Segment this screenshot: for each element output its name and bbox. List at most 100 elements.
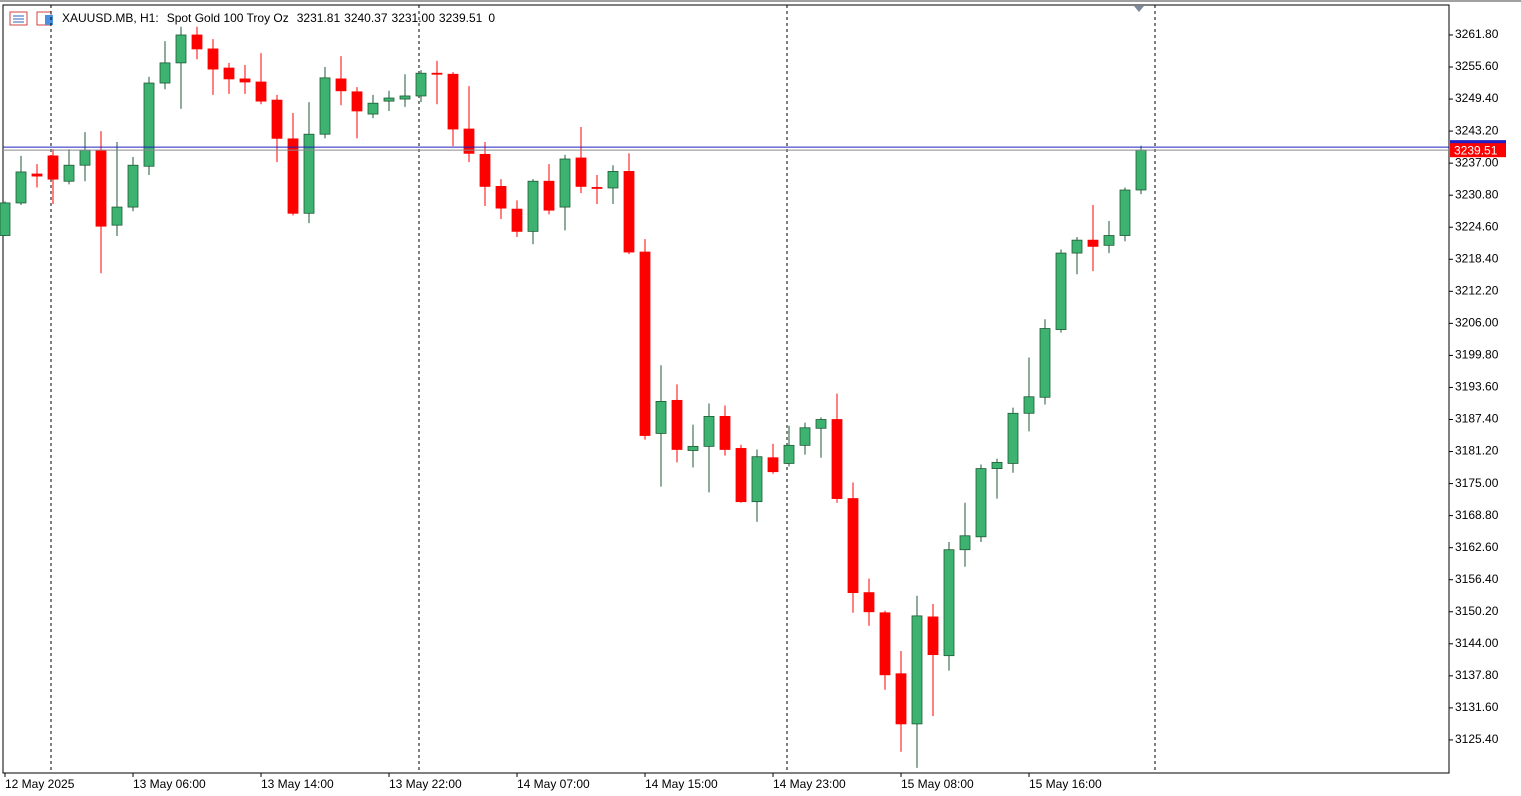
candle-body: [943, 549, 955, 657]
volume-value: 0: [488, 11, 495, 25]
candle-body: [959, 535, 971, 551]
x-tick-label: 13 May 22:00: [389, 777, 462, 791]
y-tick-label: 3187.40: [1455, 412, 1499, 426]
candle-body: [415, 72, 427, 97]
candle-body: [591, 187, 603, 189]
candle-body: [0, 202, 11, 236]
candle-body: [655, 401, 667, 434]
y-tick-label: 3243.20: [1455, 123, 1499, 137]
y-tick-label: 3224.60: [1455, 219, 1499, 233]
candle-body: [111, 206, 123, 226]
y-tick-label: 3230.80: [1455, 187, 1499, 201]
candle-body: [127, 164, 139, 208]
y-tick-label: 3162.60: [1455, 540, 1499, 554]
y-tick-label: 3137.80: [1455, 668, 1499, 682]
header-icons: [9, 11, 53, 26]
candle-body: [1103, 235, 1115, 246]
candle-body: [783, 444, 795, 464]
candle-body: [319, 77, 331, 135]
y-tick-label: 3181.20: [1455, 444, 1499, 458]
candle-body: [1055, 252, 1067, 330]
candle-body: [895, 673, 907, 725]
candle-body: [863, 592, 875, 613]
candle-body: [1023, 396, 1035, 414]
candle-body: [1135, 149, 1147, 191]
candle-body: [175, 34, 187, 64]
candle-body: [431, 72, 443, 75]
candle-body: [719, 415, 731, 450]
candle-body: [927, 616, 939, 656]
candle-body: [287, 138, 299, 214]
candle-body: [79, 149, 91, 166]
candle-body: [479, 153, 491, 187]
y-tick-label: 3249.40: [1455, 91, 1499, 105]
candle-body: [367, 102, 379, 115]
x-tick-label: 14 May 23:00: [773, 777, 846, 791]
candle-body: [223, 67, 235, 80]
candle-body: [255, 81, 267, 102]
candle-body: [335, 78, 347, 92]
candle-body: [575, 157, 587, 187]
candle-body: [399, 95, 411, 100]
y-tick-label: 3218.40: [1455, 251, 1499, 265]
candle-body: [671, 399, 683, 450]
candle-body: [351, 91, 363, 112]
y-tick-label: 3237.00: [1455, 155, 1499, 169]
candle-body: [1071, 239, 1083, 254]
candle-body: [303, 133, 315, 214]
icon-chart-part: [45, 15, 53, 25]
candle-body: [383, 97, 395, 102]
candle-body: [847, 498, 859, 594]
candle-body: [735, 448, 747, 503]
y-tick-label: 3175.00: [1455, 476, 1499, 490]
x-tick-label: 13 May 14:00: [261, 777, 334, 791]
candle-body: [271, 99, 283, 139]
candle-body: [1119, 189, 1131, 236]
candle-body: [31, 173, 43, 177]
candle-body: [623, 171, 635, 253]
candle-body: [495, 186, 507, 209]
y-tick-label: 3261.80: [1455, 27, 1499, 41]
y-tick-label: 3131.60: [1455, 700, 1499, 714]
x-tick-label: 15 May 08:00: [901, 777, 974, 791]
y-tick-label: 3168.80: [1455, 508, 1499, 522]
y-tick-label: 3156.40: [1455, 572, 1499, 586]
candle-body: [703, 415, 715, 447]
low-value: 3231.00: [392, 11, 436, 25]
candle-body: [991, 461, 1003, 469]
y-tick-label: 3206.00: [1455, 316, 1499, 330]
candle-body: [191, 34, 203, 50]
candle-body: [143, 82, 155, 167]
header: XAUUSD.MB, H1: Spot Gold 100 Troy Oz 3231.…: [62, 11, 495, 25]
y-tick-label: 3144.00: [1455, 636, 1499, 650]
candle-body: [543, 180, 555, 211]
price-tag-label: 3239.51: [1454, 143, 1498, 157]
open-value: 3231.81: [297, 11, 341, 25]
close-value: 3239.51: [439, 11, 483, 25]
x-tick-label: 13 May 06:00: [133, 777, 206, 791]
candle-body: [879, 612, 891, 676]
candle-body: [1039, 328, 1051, 398]
candle-body: [767, 457, 779, 473]
candle-body: [159, 62, 171, 84]
description: Spot Gold 100 Troy Oz: [167, 11, 289, 25]
candle-body: [47, 155, 59, 180]
y-tick-label: 3125.40: [1455, 732, 1499, 746]
shift-marker: [1134, 6, 1144, 12]
y-tick-label: 3193.60: [1455, 380, 1499, 394]
plot-frame: [2, 4, 1450, 774]
symbol: XAUUSD.MB, H1:: [62, 11, 159, 25]
candle-body: [63, 164, 75, 182]
y-tick-label: 3255.60: [1455, 59, 1499, 73]
y-tick-label: 3199.80: [1455, 348, 1499, 362]
candle-body: [687, 445, 699, 451]
candle-body: [527, 180, 539, 232]
candle-body: [447, 73, 459, 130]
price-tag: [1450, 143, 1506, 158]
candle-body: [799, 427, 811, 446]
candle-body: [975, 468, 987, 538]
candle-body: [639, 251, 651, 436]
candle-body: [1087, 239, 1099, 247]
